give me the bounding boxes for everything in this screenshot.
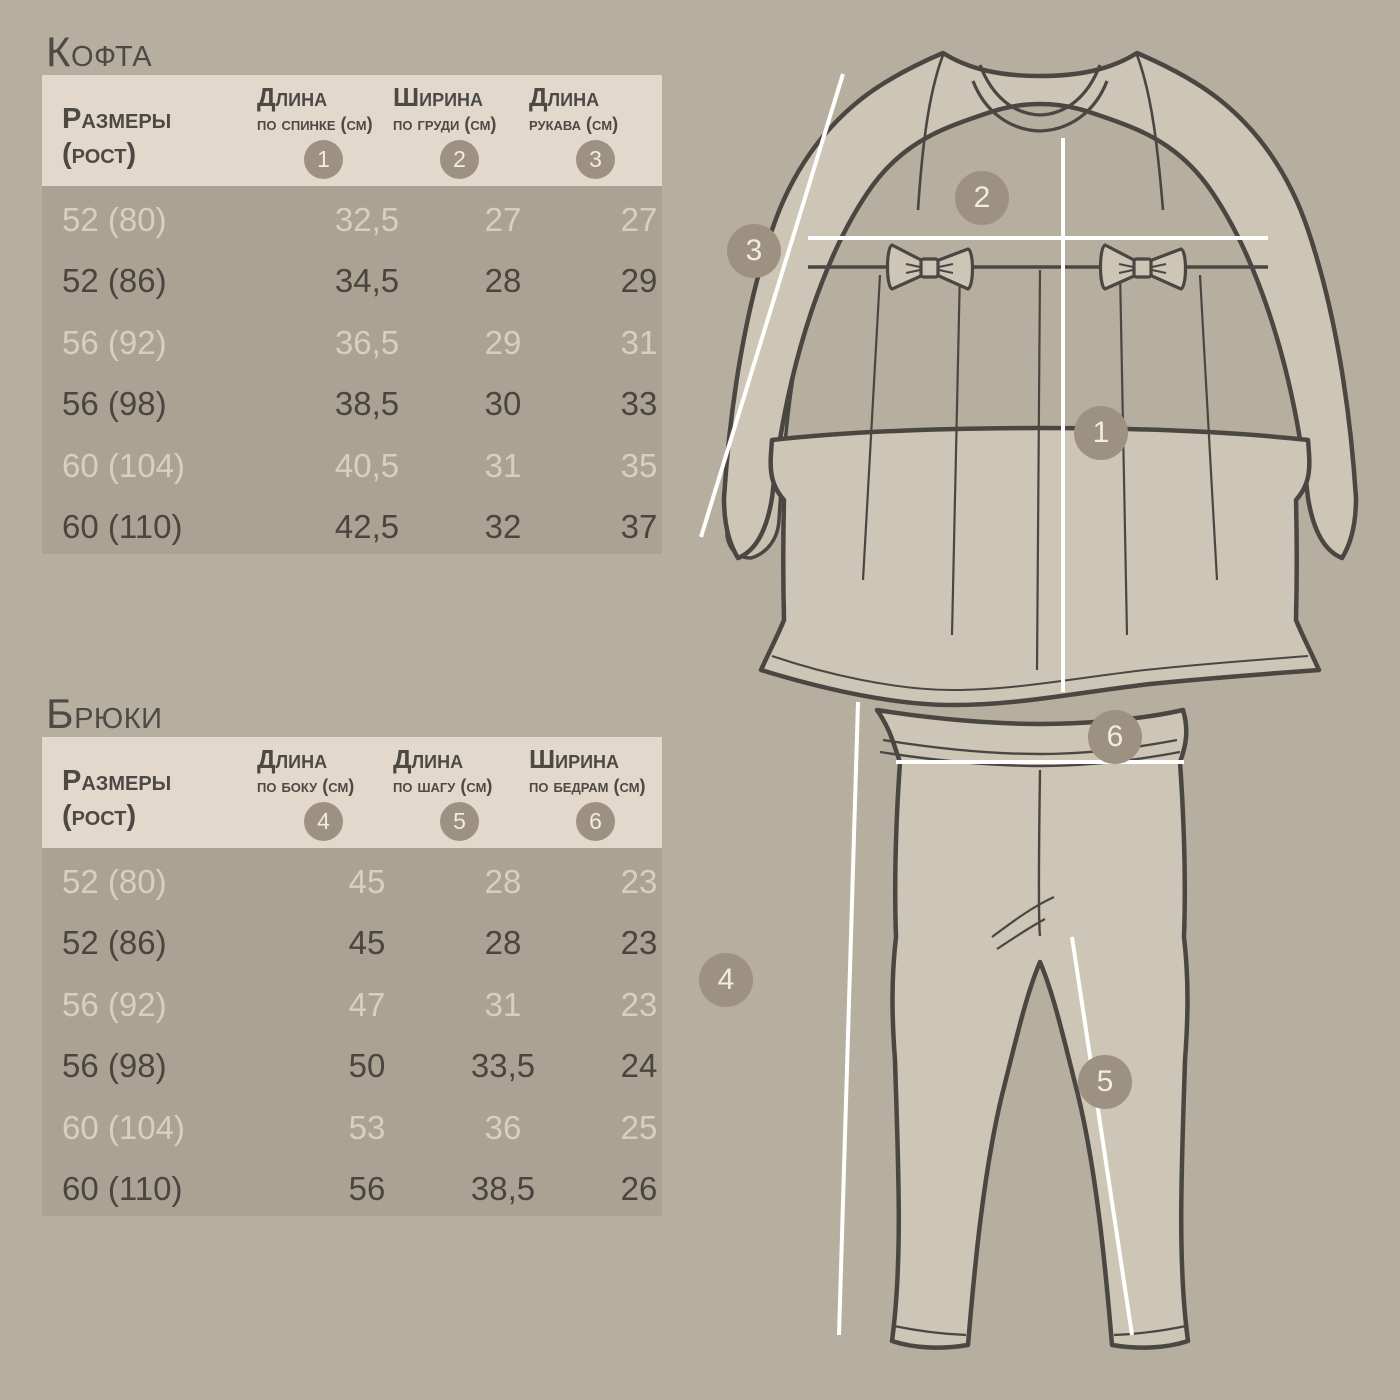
svg-text:3: 3 xyxy=(746,234,763,267)
svg-text:2: 2 xyxy=(974,181,991,214)
svg-text:4: 4 xyxy=(718,963,735,996)
svg-text:5: 5 xyxy=(1097,1065,1114,1098)
svg-text:6: 6 xyxy=(1107,720,1124,753)
svg-text:1: 1 xyxy=(1093,416,1110,449)
